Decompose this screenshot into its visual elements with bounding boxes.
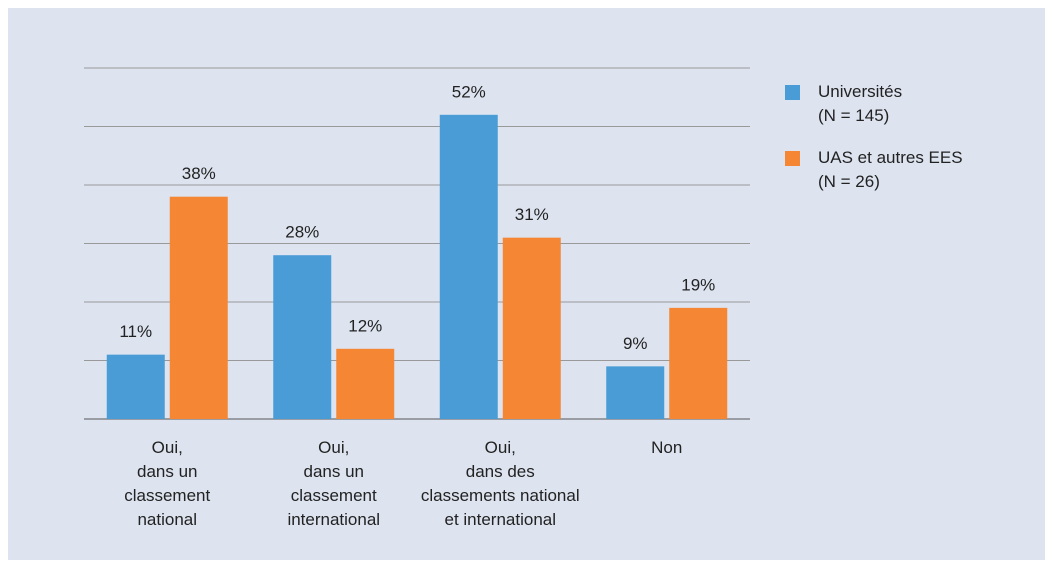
legend-label: UAS et autres EES (N = 26)	[818, 148, 963, 191]
x-tick-label: Oui, dans un classement international	[287, 438, 381, 529]
x-tick-label: Oui, dans un classement national	[124, 438, 211, 529]
data-label: 11%	[119, 322, 152, 341]
x-tick-label: Oui, dans des classements national et in…	[420, 438, 580, 529]
data-label: 38%	[182, 164, 216, 183]
data-label: 52%	[452, 82, 486, 101]
legend-label: Universités (N = 145)	[818, 82, 903, 125]
bar	[439, 114, 498, 420]
bar	[502, 237, 561, 419]
bar	[106, 354, 165, 419]
bar	[669, 307, 728, 419]
data-label: 28%	[285, 223, 319, 242]
bar	[169, 196, 228, 419]
bar	[606, 366, 665, 419]
bar	[273, 255, 332, 419]
data-label: 12%	[348, 316, 382, 335]
x-tick-label: Non	[651, 438, 683, 457]
data-label: 31%	[515, 205, 549, 224]
legend-swatch	[785, 151, 800, 166]
bar	[336, 348, 395, 419]
data-label: 19%	[681, 275, 715, 294]
legend-swatch	[785, 85, 800, 100]
data-label: 9%	[623, 334, 648, 353]
